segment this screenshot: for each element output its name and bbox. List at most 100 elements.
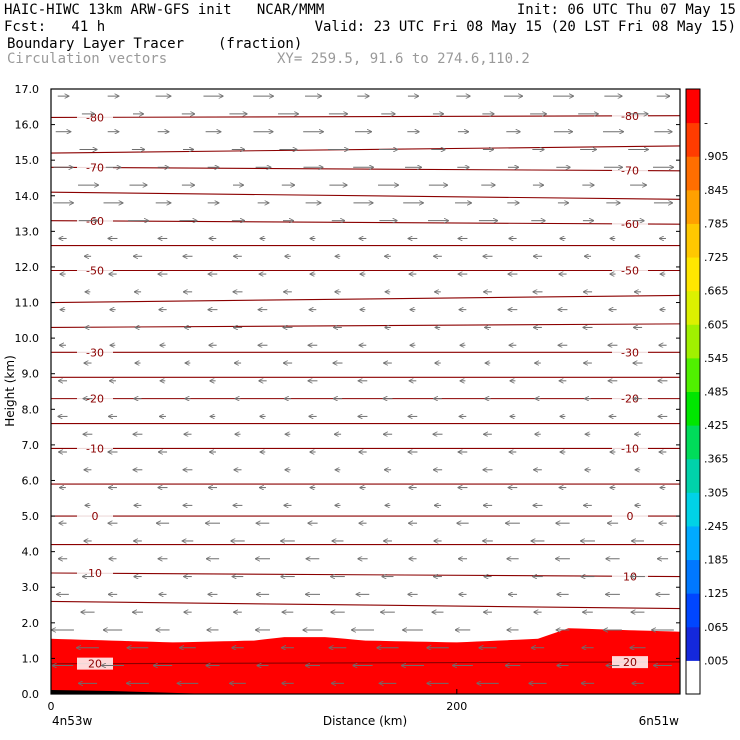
plot-frame — [50, 88, 681, 695]
colorbar-swatch — [686, 223, 700, 258]
colorbar-swatch — [686, 357, 700, 392]
y-tick-label: 6.0 — [22, 474, 40, 487]
temp-contour-0 — [51, 115, 680, 119]
colorbar-swatch — [686, 156, 700, 191]
contour-label: 10 — [88, 567, 102, 580]
vector-label: Circulation vectors — [7, 51, 168, 67]
forecast-hour: Fcst: 41 h — [4, 19, 106, 35]
contour-label: -70 — [86, 162, 104, 175]
contour-label: -80 — [86, 111, 104, 124]
colorbar-label: .305 — [704, 486, 729, 499]
contour-label-bg — [612, 264, 648, 277]
y-tick-label: 8.0 — [22, 403, 40, 416]
contour-label: 0 — [627, 510, 634, 523]
colorbar-swatch — [686, 324, 700, 359]
colorbar-label: .425 — [704, 419, 729, 432]
contour-label-bg — [77, 346, 113, 359]
contour-label-bg — [77, 442, 113, 455]
colorbar-swatch — [686, 593, 700, 628]
contour-label: -10 — [621, 442, 639, 455]
y-tick-label: 16.0 — [15, 119, 40, 132]
contour-label: -60 — [86, 215, 104, 228]
y-tick-label: 5.0 — [22, 510, 40, 523]
x-tick-label: 200 — [446, 700, 467, 713]
y-tick-label: 10.0 — [15, 332, 40, 345]
y-tick-label: 13.0 — [15, 225, 40, 238]
y-tick-label: 14.0 — [15, 190, 40, 203]
colorbar-swatch — [686, 89, 700, 124]
field-name: Boundary Layer Tracer — [7, 36, 185, 52]
contour-label-bg — [77, 161, 113, 174]
colorbar-label: - — [704, 117, 708, 130]
colorbar-label: .125 — [704, 587, 729, 600]
contour-label-bg — [612, 510, 648, 523]
contour-label-bg — [77, 392, 113, 405]
colorbar-swatch — [686, 458, 700, 493]
y-tick-label: 1.0 — [22, 652, 40, 665]
contour-label: -70 — [621, 165, 639, 178]
colorbar-swatch — [686, 290, 700, 325]
temp-contour-18 — [51, 600, 680, 610]
colorbar-label: .185 — [704, 554, 729, 567]
y-tick-label: 0.0 — [22, 688, 40, 701]
x-right-endpoint-label: 6n51w — [639, 714, 680, 728]
y-tick-label: 11.0 — [15, 297, 40, 310]
colorbar-swatch — [686, 525, 700, 561]
colorbar-label: .245 — [704, 520, 729, 533]
colorbar-label: .365 — [704, 453, 729, 466]
colorbar-label: .065 — [704, 621, 729, 634]
colorbar-label: .845 — [704, 184, 729, 197]
colorbar-swatch — [686, 122, 700, 157]
temp-contour-7 — [51, 294, 680, 304]
y-tick-label: 2.0 — [22, 617, 40, 630]
colorbar-label: .485 — [704, 386, 729, 399]
temp-contour-4 — [51, 220, 680, 225]
temp-contour-1 — [51, 145, 680, 154]
contour-label: 10 — [623, 570, 637, 583]
y-tick-label: 9.0 — [22, 368, 40, 381]
contour-label: -10 — [86, 442, 104, 455]
contour-label-bg — [612, 442, 648, 455]
contour-label-bg — [612, 392, 648, 405]
colorbar-swatch — [686, 660, 700, 695]
colorbar-label: .785 — [704, 217, 729, 230]
y-axis-title: Height (km) — [3, 355, 17, 426]
colorbar-label: .725 — [704, 251, 729, 264]
valid-time: Valid: 23 UTC Fri 08 May 15 (20 LST Fri … — [314, 19, 736, 35]
contour-label-bg — [612, 109, 648, 122]
x-axis-title: Distance (km) — [323, 714, 407, 728]
colorbar-label: .665 — [704, 285, 729, 298]
temp-contour-2 — [51, 166, 680, 172]
contour-label: -60 — [621, 218, 639, 231]
tracer-band-0 — [51, 628, 680, 694]
y-tick-label: 15.0 — [15, 154, 40, 167]
contour-label-bg — [77, 264, 113, 277]
y-tick-label: 4.0 — [22, 546, 40, 559]
contour-label-bg — [77, 510, 113, 523]
xy-label: XY= 259.5, 91.6 to 274.6,110.2 — [277, 51, 530, 67]
contour-label: -50 — [86, 265, 104, 278]
colorbar-label: .605 — [704, 318, 729, 331]
colorbar-label: .005 — [704, 654, 729, 667]
contour-label: 20 — [623, 656, 637, 669]
field-units: (fraction) — [218, 36, 303, 52]
x-left-endpoint-label: 4n53w — [52, 714, 93, 728]
colorbar-label: .905 — [704, 150, 729, 163]
init-time: Init: 06 UTC Thu 07 May 15 — [516, 2, 736, 18]
terrain-strip — [51, 690, 211, 694]
colorbar-swatch — [686, 559, 700, 594]
colorbar-frame — [685, 88, 701, 695]
contour-label-bg — [612, 656, 648, 669]
y-tick-label: 3.0 — [22, 581, 40, 594]
x-tick-label: 0 — [48, 700, 55, 713]
temp-contour-17 — [51, 572, 680, 578]
contour-label: -80 — [621, 110, 639, 123]
contour-label: 20 — [88, 658, 102, 671]
colorbar-swatch — [686, 425, 700, 460]
model-title: HAIC-HIWC 13km ARW-GFS init NCAR/MMM — [4, 2, 325, 18]
colorbar-swatch — [686, 189, 700, 224]
colorbar-swatch — [686, 626, 700, 661]
contour-label-bg — [612, 570, 648, 583]
contour-label: -20 — [86, 393, 104, 406]
